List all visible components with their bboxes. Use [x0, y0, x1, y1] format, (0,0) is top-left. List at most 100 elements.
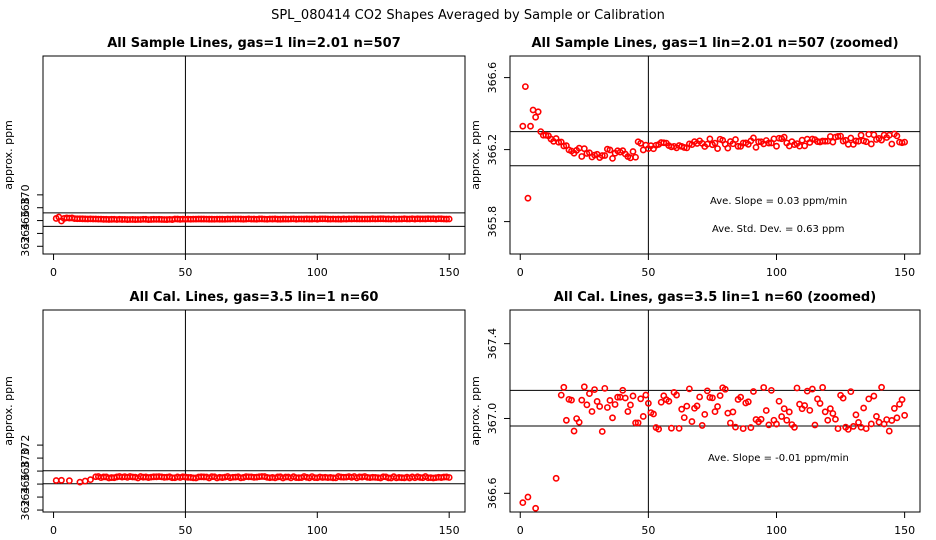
data-point	[709, 394, 716, 402]
data-point	[862, 425, 870, 432]
x-tick-label: 100	[307, 266, 328, 279]
data-point	[443, 215, 450, 223]
y-tick-label: 366.6	[486, 478, 499, 510]
data-point	[693, 402, 701, 410]
y-tick-label: 362	[19, 500, 32, 521]
data-point	[834, 133, 842, 140]
data-point	[445, 215, 453, 223]
data-point	[773, 142, 780, 150]
data-point	[76, 478, 84, 486]
data-point	[568, 396, 575, 404]
data-point	[532, 504, 540, 512]
data-point	[785, 408, 793, 416]
data-point	[744, 398, 752, 406]
y-tick-label: 365.8	[486, 206, 499, 238]
data-point	[714, 403, 721, 410]
data-point	[560, 383, 568, 391]
data-point	[611, 401, 619, 408]
data-point	[557, 391, 565, 399]
data-point	[816, 400, 824, 407]
panel-title: All Sample Lines, gas=1 lin=2.01 n=507 (…	[531, 36, 898, 51]
data-point	[52, 477, 60, 484]
data-point	[819, 384, 827, 391]
data-point	[532, 113, 540, 121]
x-tick-label: 150	[894, 266, 915, 279]
data-point	[893, 414, 901, 422]
y-axis-label: approx. ppm	[2, 120, 15, 190]
data-point	[837, 132, 844, 140]
data-point	[683, 402, 691, 410]
data-point	[857, 131, 865, 139]
data-point	[767, 386, 775, 394]
data-point	[521, 83, 529, 90]
data-point	[724, 144, 732, 152]
data-point	[703, 387, 711, 395]
data-point	[757, 415, 765, 423]
data-point	[793, 384, 801, 392]
data-point	[849, 423, 857, 430]
data-point	[603, 404, 611, 411]
x-tick-label: 50	[178, 524, 192, 537]
data-point	[552, 474, 560, 482]
data-point	[775, 397, 783, 405]
data-point	[890, 405, 898, 412]
data-point	[596, 403, 604, 410]
data-point	[801, 142, 809, 150]
data-point	[839, 394, 847, 402]
data-point	[583, 401, 591, 409]
data-point	[632, 153, 639, 161]
data-point	[883, 416, 891, 424]
data-point	[847, 134, 855, 142]
data-point	[698, 422, 706, 429]
data-point	[750, 134, 757, 142]
data-point	[673, 391, 680, 399]
data-point	[824, 416, 832, 424]
data-point	[867, 420, 875, 428]
data-point	[680, 414, 688, 421]
data-point	[783, 416, 791, 424]
y-tick-label: 367.4	[486, 328, 499, 360]
figure-title: SPL_080414 CO2 Shapes Averaged by Sample…	[271, 8, 665, 23]
x-tick-label: 150	[439, 524, 460, 537]
data-point	[732, 136, 739, 143]
data-point	[711, 139, 719, 147]
data-point	[570, 427, 578, 435]
data-point	[847, 388, 855, 396]
y-tick-label: 368	[19, 461, 32, 482]
data-point	[619, 386, 627, 394]
data-point	[668, 424, 675, 432]
data-point	[888, 140, 896, 148]
data-point	[898, 396, 906, 404]
data-point	[578, 153, 586, 160]
x-tick-label: 50	[641, 524, 655, 537]
x-tick-label: 0	[517, 266, 524, 279]
y-axis-label: approx. ppm	[469, 376, 482, 446]
data-point	[639, 413, 647, 420]
y-axis-label: approx. ppm	[2, 376, 15, 446]
data-point	[778, 413, 786, 420]
y-tick-label: 368	[19, 197, 32, 218]
data-point	[888, 417, 896, 424]
data-point	[711, 408, 719, 416]
data-point	[601, 384, 609, 392]
data-point	[588, 408, 596, 415]
data-point	[893, 132, 901, 140]
annotation: Ave. Std. Dev. = 0.63 ppm	[712, 224, 844, 235]
y-tick-label: 372	[19, 435, 32, 456]
data-point	[762, 407, 770, 414]
x-tick-label: 50	[178, 266, 192, 279]
data-point	[734, 142, 742, 150]
x-tick-label: 0	[517, 524, 524, 537]
data-point	[821, 137, 829, 145]
data-point	[701, 410, 709, 418]
data-point	[81, 477, 89, 485]
plot-frame	[509, 309, 921, 513]
data-point	[870, 392, 878, 400]
x-tick-label: 100	[766, 524, 787, 537]
data-point	[844, 425, 852, 433]
data-point	[644, 399, 652, 407]
data-point	[747, 424, 755, 431]
data-point	[873, 412, 880, 420]
data-point	[560, 142, 568, 150]
data-point	[765, 139, 773, 147]
